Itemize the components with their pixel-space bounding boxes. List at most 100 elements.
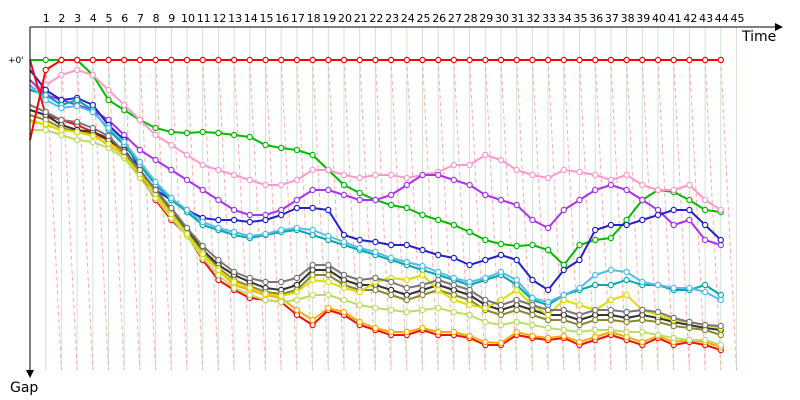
leader-dash-line	[280, 59, 298, 371]
lap-label: 36	[589, 12, 603, 25]
data-point	[278, 298, 285, 306]
leader-dash-line	[579, 59, 596, 371]
data-point	[387, 328, 395, 336]
lap-label: 1	[43, 12, 50, 25]
lap-label: 26	[432, 12, 446, 25]
data-point	[325, 291, 332, 299]
leader-dash-line	[641, 59, 659, 371]
leader-reference-lines	[45, 59, 737, 371]
data-point	[356, 276, 363, 284]
data-point	[592, 171, 599, 179]
lap-label: 8	[153, 12, 160, 25]
data-point	[89, 138, 97, 146]
data-point	[623, 171, 630, 179]
data-point	[293, 204, 301, 212]
data-point	[435, 304, 442, 312]
data-point	[466, 301, 473, 309]
data-point	[356, 318, 363, 326]
data-point	[309, 226, 316, 234]
data-point	[607, 266, 615, 274]
data-point	[372, 56, 379, 64]
data-point	[309, 291, 316, 299]
data-point	[576, 321, 583, 329]
data-point	[560, 266, 568, 274]
data-point	[513, 201, 520, 209]
data-point	[654, 308, 662, 316]
data-point	[199, 128, 206, 136]
data-point	[497, 156, 505, 164]
data-point	[466, 56, 473, 64]
data-point	[670, 284, 677, 292]
data-point	[73, 96, 81, 104]
data-point	[544, 224, 552, 232]
data-point	[717, 236, 725, 244]
data-point	[152, 178, 159, 186]
data-point	[183, 56, 191, 64]
data-point	[42, 96, 49, 104]
data-point	[592, 306, 599, 314]
leader-dash-line	[437, 59, 455, 371]
data-point	[544, 306, 552, 314]
data-point	[372, 238, 379, 246]
data-point	[670, 334, 677, 342]
data-point	[639, 338, 646, 346]
data-point	[340, 284, 348, 292]
data-point	[513, 242, 520, 250]
data-point	[701, 221, 709, 229]
data-point	[403, 296, 410, 304]
lap-label: 38	[621, 12, 635, 25]
data-point	[120, 148, 128, 156]
lap-label: 11	[197, 12, 211, 25]
data-point	[639, 181, 646, 189]
data-point	[576, 284, 583, 292]
data-point	[183, 230, 191, 238]
data-point	[403, 174, 410, 182]
data-point	[246, 56, 253, 64]
leader-dash-line	[657, 59, 675, 371]
data-point	[340, 238, 348, 246]
leader-dash-line	[531, 59, 549, 371]
data-point	[372, 324, 379, 332]
lap-label: 43	[699, 12, 713, 25]
data-point	[387, 306, 395, 314]
data-point	[623, 56, 630, 64]
data-point	[356, 189, 363, 197]
data-point	[497, 339, 505, 347]
data-point	[482, 338, 489, 346]
data-point	[576, 256, 583, 264]
lap-label: 19	[322, 12, 336, 25]
data-point	[701, 236, 709, 244]
data-point	[592, 326, 599, 334]
leader-dash-line	[469, 59, 486, 371]
data-point	[73, 102, 81, 110]
data-point	[576, 241, 583, 249]
data-point	[466, 286, 473, 294]
data-point	[152, 186, 159, 194]
data-point	[105, 124, 112, 132]
data-point	[450, 296, 458, 304]
series-9	[29, 114, 725, 339]
data-point	[513, 276, 520, 284]
data-point	[340, 171, 348, 179]
lap-label: 25	[417, 12, 431, 25]
data-point	[497, 56, 505, 64]
data-point	[670, 221, 677, 229]
lap-label: 30	[495, 12, 509, 25]
data-point	[183, 206, 191, 214]
data-point	[701, 321, 709, 329]
data-point	[576, 338, 583, 346]
data-point	[403, 258, 410, 266]
data-point	[686, 324, 693, 332]
data-point	[199, 161, 206, 169]
leader-dash-line	[265, 59, 282, 371]
data-point	[639, 316, 646, 324]
data-point	[168, 210, 175, 218]
data-point	[639, 216, 646, 224]
data-point	[403, 328, 410, 336]
data-point	[513, 256, 520, 264]
data-point	[560, 332, 568, 340]
x-axis-title: Time	[741, 29, 776, 45]
data-point	[278, 211, 285, 219]
data-point	[717, 296, 725, 304]
data-point	[387, 254, 395, 262]
